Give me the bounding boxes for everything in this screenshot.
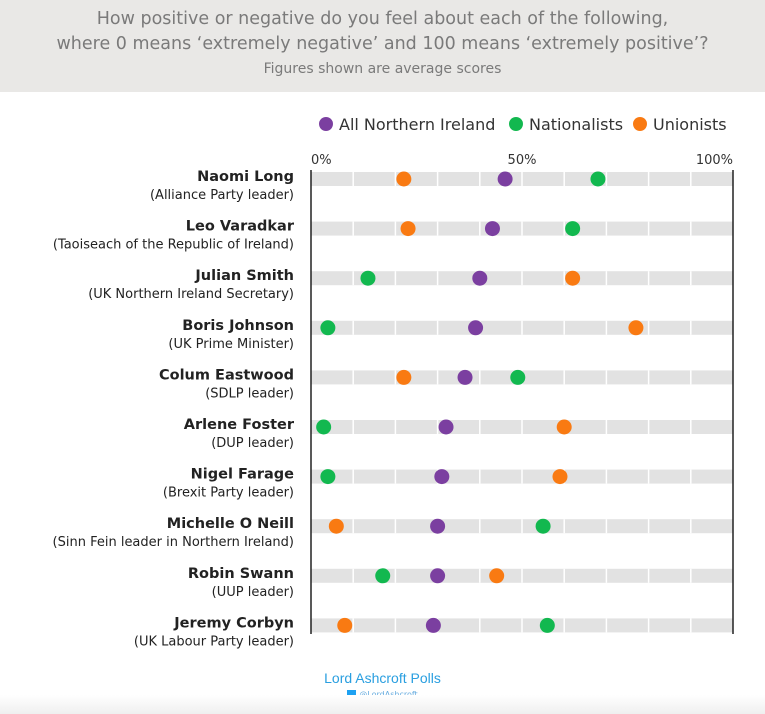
data-point-all-northern-ireland xyxy=(457,369,473,385)
row-role: (DUP leader) xyxy=(211,436,294,451)
row-name: Jeremy Corbyn xyxy=(173,615,294,631)
data-point-nationalists xyxy=(320,320,336,336)
legend-marker xyxy=(319,117,333,131)
legend-label: All Northern Ireland xyxy=(339,115,495,134)
data-point-unionists xyxy=(396,369,412,385)
chart-title-line1: How positive or negative do you feel abo… xyxy=(96,9,669,29)
row-name: Nigel Farage xyxy=(191,467,294,483)
tick-label: 100% xyxy=(696,153,733,168)
row-role: (UUP leader) xyxy=(212,585,294,600)
data-point-all-northern-ireland xyxy=(472,270,488,286)
data-point-nationalists xyxy=(320,469,336,485)
data-point-all-northern-ireland xyxy=(425,617,441,633)
row-role: (UK Prime Minister) xyxy=(168,337,294,352)
data-point-nationalists xyxy=(565,221,581,237)
legend-label: Unionists xyxy=(653,115,727,134)
tick-label: 50% xyxy=(508,153,537,168)
data-point-unionists xyxy=(400,221,416,237)
row-name: Robin Swann xyxy=(188,566,294,582)
data-point-unionists xyxy=(556,419,572,435)
row-role: (Alliance Party leader) xyxy=(150,188,294,203)
row-name: Colum Eastwood xyxy=(159,367,294,383)
row-role: (SDLP leader) xyxy=(205,386,294,401)
row-role: (Sinn Fein leader in Northern Ireland) xyxy=(53,535,294,550)
data-point-unionists xyxy=(328,518,344,534)
row-role: (Brexit Party leader) xyxy=(163,486,294,501)
row-role: (Taoiseach of the Republic of Ireland) xyxy=(53,238,294,253)
data-point-all-northern-ireland xyxy=(430,518,446,534)
row-name: Julian Smith xyxy=(194,268,294,284)
data-point-nationalists xyxy=(510,369,526,385)
row-name: Arlene Foster xyxy=(184,417,295,433)
row-role: (UK Labour Party leader) xyxy=(134,634,294,649)
data-point-nationalists xyxy=(535,518,551,534)
data-point-unionists xyxy=(337,617,353,633)
tick-label: 0% xyxy=(311,153,332,168)
legend-marker xyxy=(509,117,523,131)
chart-header: How positive or negative do you feel abo… xyxy=(0,0,765,92)
data-point-unionists xyxy=(628,320,644,336)
data-point-nationalists xyxy=(590,171,606,187)
data-point-all-northern-ireland xyxy=(430,568,446,584)
row-name: Michelle O Neill xyxy=(167,516,294,532)
bottom-fade xyxy=(0,695,765,714)
chart-title-line2: where 0 means ‘extremely negative’ and 1… xyxy=(56,34,709,54)
data-point-all-northern-ireland xyxy=(468,320,484,336)
chart-subtitle: Figures shown are average scores xyxy=(263,61,502,77)
row-name: Naomi Long xyxy=(197,169,294,185)
brand-link[interactable]: Lord Ashcroft Polls xyxy=(324,670,441,686)
data-point-all-northern-ireland xyxy=(434,469,450,485)
data-point-all-northern-ireland xyxy=(497,171,513,187)
data-point-nationalists xyxy=(375,568,391,584)
data-point-unionists xyxy=(396,171,412,187)
row-name: Leo Varadkar xyxy=(186,219,295,235)
data-point-nationalists xyxy=(539,617,555,633)
data-point-nationalists xyxy=(316,419,332,435)
row-name: Boris Johnson xyxy=(182,318,294,334)
legend-marker xyxy=(633,117,647,131)
twitter-icon xyxy=(347,690,357,699)
data-point-all-northern-ireland xyxy=(438,419,454,435)
data-point-all-northern-ireland xyxy=(484,221,500,237)
legend-label: Nationalists xyxy=(529,115,623,134)
data-point-unionists xyxy=(489,568,505,584)
data-point-unionists xyxy=(552,469,568,485)
data-point-unionists xyxy=(565,270,581,286)
data-point-nationalists xyxy=(360,270,376,286)
row-role: (UK Northern Ireland Secretary) xyxy=(88,287,294,302)
